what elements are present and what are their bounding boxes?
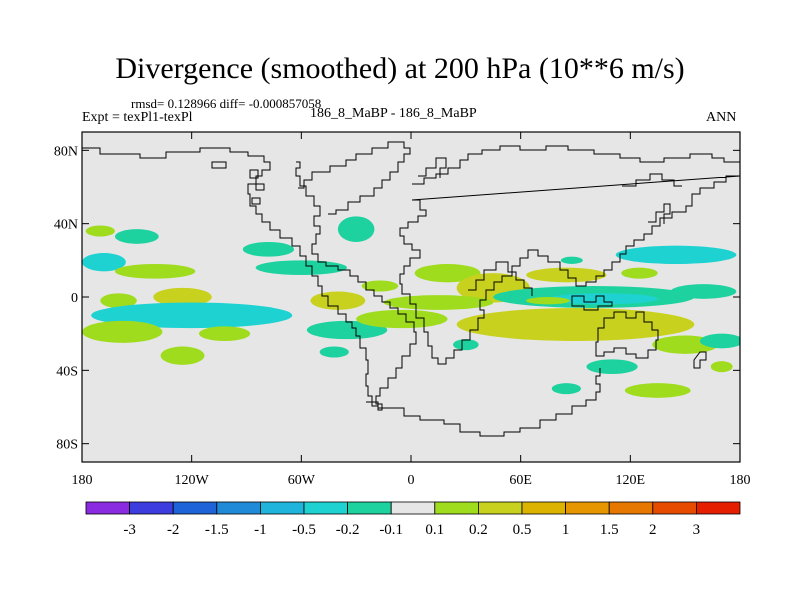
x-tick-label: 120E [616, 473, 646, 488]
colorbar-swatch [477, 501, 523, 515]
divergence-region-23 [670, 284, 737, 299]
stats-label: rmsd= 0.128966 diff= -0.000857058 [131, 96, 322, 111]
americas-outline [82, 147, 417, 411]
australia-outline [595, 311, 659, 359]
colorbar-label: 0.5 [513, 522, 532, 538]
experiment-label: Expt = texPl1-texPl [82, 110, 193, 125]
antarctica-outline [366, 368, 601, 437]
divergence-region-33 [624, 383, 691, 398]
divergence-region-24 [456, 308, 695, 341]
x-tick-label: 60W [288, 473, 316, 488]
scandinavia-outline [418, 157, 447, 178]
divergence-field [82, 216, 740, 398]
divergence-region-32 [551, 383, 581, 395]
y-tick-label: 80S [56, 438, 78, 453]
divergence-region-10 [82, 320, 163, 343]
divergence-region-35 [526, 297, 571, 305]
colorbar-swatch [259, 501, 305, 515]
divergence-region-27 [699, 333, 740, 349]
divergence-region-34 [560, 256, 583, 265]
divergence-region-5 [242, 242, 295, 257]
y-tick-label: 80N [54, 144, 78, 159]
colorbar-label: 0.2 [469, 522, 488, 538]
divergence-region-25 [586, 359, 638, 374]
colorbar-swatch [434, 501, 479, 515]
divergence-region-0 [337, 216, 375, 243]
divergence-region-17 [383, 295, 494, 310]
divergence-region-13 [306, 320, 388, 340]
colorbar-swatch [347, 501, 392, 515]
x-axis: 180 120W 60W 0 60E 120E 180 [72, 132, 751, 488]
divergence-region-1 [85, 225, 115, 237]
divergence-region-4 [114, 264, 196, 279]
divergence-region-3 [114, 229, 159, 244]
chart-title: Divergence (smoothed) at 200 hPa (10**6 … [115, 52, 685, 85]
divergence-region-2 [82, 252, 126, 272]
colorbar-label: -3 [123, 522, 136, 538]
arabia-india-outline [468, 261, 533, 296]
colorbar-swatch [85, 501, 130, 515]
colorbar-label: 1.5 [600, 522, 619, 538]
divergence-region-11 [198, 326, 251, 341]
hudson-bay-outline [211, 161, 265, 205]
divergence-region-7 [153, 287, 212, 307]
x-tick-label: 180 [730, 473, 751, 488]
y-axis: 80N 40N 0 40S 80S [54, 144, 740, 453]
colorbar-label: 3 [693, 522, 701, 538]
colorbar-label: -0.5 [292, 522, 316, 538]
colorbar-label: -0.1 [379, 522, 403, 538]
colorbar-label: 2 [649, 522, 657, 538]
divergence-region-8 [100, 293, 137, 308]
colorbar-swatch [521, 501, 566, 515]
divergence-region-15 [414, 264, 481, 283]
x-tick-label: 180 [72, 473, 93, 488]
indonesia-outline [571, 295, 613, 311]
x-tick-label: 60E [509, 473, 532, 488]
divergence-region-36 [361, 280, 399, 292]
divergence-region-21 [615, 245, 737, 264]
y-tick-label: 40N [54, 218, 78, 233]
x-tick-label: 120W [175, 473, 210, 488]
divergence-region-28 [710, 361, 733, 373]
divergence-region-14 [356, 309, 448, 329]
colorbar-swatch [172, 501, 218, 515]
colorbar-swatch [565, 501, 610, 515]
season-label: ANN [706, 110, 737, 125]
divergence-region-6 [255, 260, 348, 275]
divergence-region-20 [526, 267, 607, 283]
colorbar-swatch [129, 501, 174, 515]
y-tick-label: 0 [71, 291, 78, 306]
colorbar-label: -1 [254, 522, 267, 538]
colorbar-swatch [696, 501, 741, 515]
x-tick-label: 0 [408, 473, 415, 488]
colorbar-label: -1.5 [205, 522, 229, 538]
japan-outline [648, 203, 671, 224]
colorbar: -3 -2 -1.5 -1 -0.5 -0.2 -0.1 0.1 0.2 0.5 1 1.5 2 3 [85, 501, 741, 538]
colorbar-swatch [390, 501, 436, 515]
colorbar-label: 0.1 [425, 522, 444, 538]
siberia-islands-outline [622, 173, 682, 187]
colorbar-swatch [652, 501, 697, 515]
eurasia-africa-outline [399, 145, 740, 365]
colorbar-swatch [608, 501, 654, 515]
colorbar-label: -0.2 [336, 522, 360, 538]
divergence-region-31 [453, 339, 479, 351]
runs-label: 186_8_MaBP - 186_8_MaBP [310, 106, 477, 121]
colorbar-swatch [216, 501, 261, 515]
colorbar-label: -2 [167, 522, 180, 538]
divergence-region-22 [621, 267, 658, 279]
y-tick-label: 40S [56, 364, 78, 379]
divergence-region-30 [319, 346, 349, 358]
divergence-region-9 [91, 302, 293, 329]
greenland-outline [298, 141, 411, 215]
colorbar-label: 1 [562, 522, 570, 538]
new-zealand-outline [693, 351, 707, 369]
divergence-region-29 [160, 346, 205, 365]
continent-outlines [82, 141, 740, 437]
colorbar-swatch [303, 501, 348, 515]
